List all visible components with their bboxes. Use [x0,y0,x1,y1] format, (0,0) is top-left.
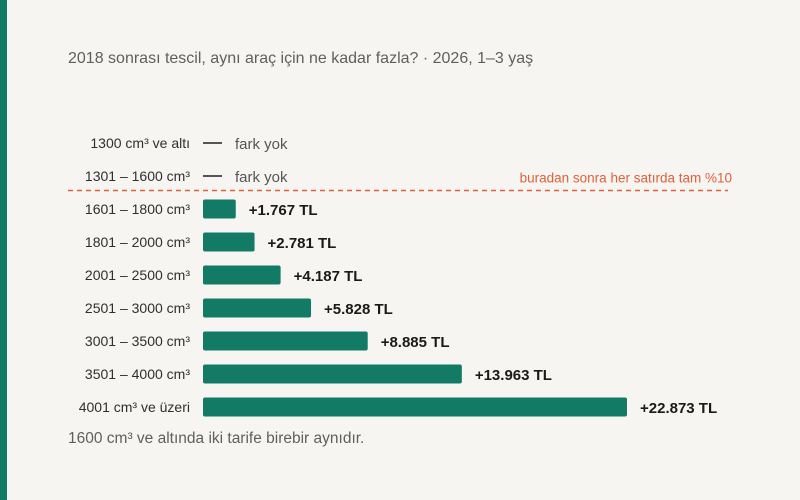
value-label: +4.187 TL [294,268,363,285]
value-label: +5.828 TL [324,301,393,318]
footnote: 1600 cm³ ve altında iki tarife birebir a… [68,430,365,447]
category-label: 1801 – 2000 cm³ [85,234,190,250]
category-label: 1300 cm³ ve altı [90,135,190,151]
bar [203,298,312,318]
value-label: +13.963 TL [475,367,552,384]
category-label: 1601 – 1800 cm³ [85,201,190,217]
bar [203,232,255,252]
value-label: +1.767 TL [249,202,318,219]
bar [203,199,236,219]
category-label: 2001 – 2500 cm³ [85,267,190,283]
category-label: 1301 – 1600 cm³ [85,168,190,184]
bar [203,265,281,285]
chart-title: 2018 sonrası tescil, aynı araç için ne k… [68,50,534,67]
chart-rows: 1300 cm³ ve altı fark yok 1301 – 1600 cm³ f… [79,135,717,417]
value-label: fark yok [235,169,288,186]
bar [203,397,627,417]
value-label: fark yok [235,136,288,153]
annotation-label: buradan sonra her satırda tam %10 [520,171,732,186]
value-label: +8.885 TL [381,334,450,351]
category-label: 3501 – 4000 cm³ [85,366,190,382]
bar [203,364,462,384]
left-accent-stripe [0,0,7,500]
category-label: 3001 – 3500 cm³ [85,333,190,349]
chart-annotation: buradan sonra her satırda tam %10 [68,171,732,192]
value-label: +22.873 TL [640,400,717,417]
category-label: 2501 – 3000 cm³ [85,300,190,316]
category-label: 4001 cm³ ve üzeri [79,399,190,415]
bar [203,331,368,351]
value-label: +2.781 TL [268,235,337,252]
